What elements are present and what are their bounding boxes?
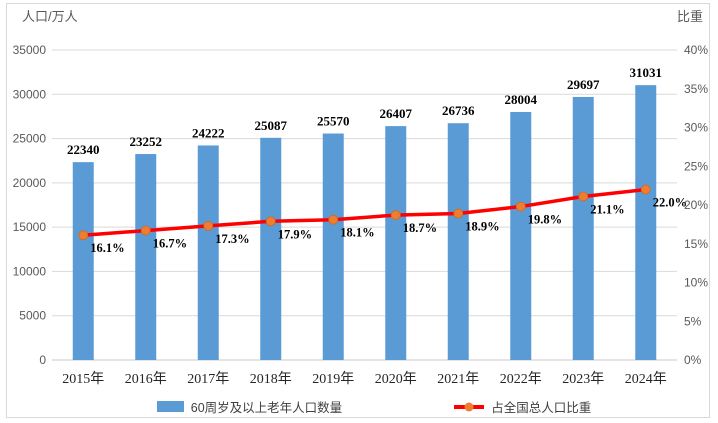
bar	[322, 133, 344, 360]
x-axis-label: 2015年	[62, 371, 104, 387]
x-axis-label: 2020年	[375, 371, 417, 387]
bar-value-label: 25087	[255, 118, 288, 133]
line-markers	[78, 184, 651, 241]
y-axis-tick-right: 0%	[684, 353, 702, 367]
bar-value-label: 24222	[192, 125, 225, 140]
y-axis-tick-left: 30000	[13, 87, 47, 101]
y-axis-tick-right: 15%	[684, 237, 708, 251]
line-value-label: 21.1%	[590, 202, 624, 216]
line-series-swatch	[454, 402, 485, 411]
y-axis-tick-left: 10000	[13, 264, 47, 278]
bar-value-labels: 22340 23252 24222 25087 25570 26407 26736 28004…	[67, 65, 662, 157]
x-axis-label: 2018年	[250, 371, 292, 387]
line-marker	[390, 210, 401, 220]
bar-series	[72, 85, 657, 361]
line-value-label: 18.7%	[403, 221, 437, 235]
bar-value-label: 23252	[130, 134, 163, 149]
bar	[635, 85, 657, 361]
line-value-label: 16.1%	[90, 241, 124, 255]
y-axis-tick-right: 10%	[684, 276, 708, 290]
y-axis-tick-right: 25%	[684, 159, 708, 173]
y-axis-tick-left: 5000	[19, 309, 46, 323]
x-axis-label: 2023年	[562, 371, 604, 387]
x-axis-label: 2016年	[125, 371, 167, 387]
line-value-labels: 16.1% 16.7% 17.3% 17.9% 18.1% 18.7% 18.9% 19.8%…	[90, 196, 687, 256]
line-marker	[78, 230, 89, 241]
line-marker	[328, 214, 339, 225]
bar	[197, 145, 219, 360]
x-axis-label: 2024年	[625, 371, 667, 387]
x-axis-label: 2017年	[187, 371, 229, 387]
legend: 60周岁及以上老年人口数量 占全国总人口比重	[30, 397, 718, 416]
bar-series-swatch	[156, 401, 184, 412]
line-marker	[203, 221, 214, 231]
legend-label-line-series: 占全国总人口比重	[491, 401, 592, 415]
bar	[385, 126, 407, 360]
right-axis-title: 比重	[676, 9, 703, 24]
line-value-label: 16.7%	[153, 237, 187, 251]
line-marker-icon	[464, 402, 474, 411]
y-axis-tick-right: 5%	[684, 314, 702, 328]
y-axis-ticks-right: 40% 35% 30% 25% 20% 15% 10% 5% 0%	[684, 43, 708, 367]
line-value-label: 18.1%	[340, 226, 374, 240]
line-value-label: 17.3%	[215, 232, 249, 246]
bar	[447, 123, 469, 360]
bar	[572, 96, 594, 361]
bar	[72, 162, 94, 360]
line-value-label: 18.9%	[465, 220, 499, 234]
line-marker	[265, 216, 276, 227]
line-marker	[453, 208, 464, 219]
line-value-label: 22.0%	[653, 196, 687, 210]
bar-value-label: 31031	[630, 65, 663, 80]
x-axis-label: 2021年	[437, 371, 479, 387]
legend-item-bar-series: 60周岁及以上老年人口数量	[156, 397, 343, 416]
y-axis-tick-left: 25000	[13, 132, 47, 146]
bar-value-label: 25570	[317, 114, 350, 129]
y-axis-tick-left: 20000	[13, 176, 47, 190]
bar-value-label: 26736	[442, 103, 475, 118]
y-axis-tick-right: 30%	[684, 121, 708, 135]
left-axis-title: 人口/万人	[22, 9, 78, 24]
line-marker	[640, 184, 651, 195]
y-axis-tick-left: 35000	[13, 43, 47, 57]
y-axis-tick-left: 0	[39, 353, 46, 367]
line-value-label: 17.9%	[278, 227, 312, 241]
line-marker	[140, 225, 151, 236]
y-axis-tick-right: 20%	[684, 198, 708, 212]
bar-value-label: 26407	[380, 106, 413, 121]
bar	[260, 137, 282, 360]
bar-value-label: 28004	[505, 92, 538, 107]
x-axis-label: 2022年	[500, 371, 542, 387]
bar-value-label: 29697	[567, 77, 600, 92]
bar	[135, 154, 157, 360]
y-axis-ticks-left: 35000 30000 25000 20000 15000 10000 5000 0	[13, 43, 47, 367]
y-axis-tick-right: 40%	[684, 43, 708, 57]
line-value-label: 19.8%	[528, 213, 562, 227]
y-axis-tick-right: 35%	[684, 82, 708, 96]
line-series	[81, 187, 648, 237]
x-axis-labels: 2015年 2016年 2017年 2018年 2019年 2020年 2021年 2022年…	[62, 371, 667, 387]
x-axis-label: 2019年	[312, 371, 354, 387]
legend-label-bar-series: 60周岁及以上老年人口数量	[190, 401, 343, 415]
y-axis-tick-left: 15000	[13, 220, 47, 234]
line-marker	[578, 191, 589, 202]
line-path	[81, 187, 648, 237]
line-marker	[515, 201, 526, 212]
bar-value-label: 22340	[67, 142, 100, 157]
bar	[510, 111, 532, 360]
legend-item-line-series: 占全国总人口比重	[454, 397, 591, 416]
